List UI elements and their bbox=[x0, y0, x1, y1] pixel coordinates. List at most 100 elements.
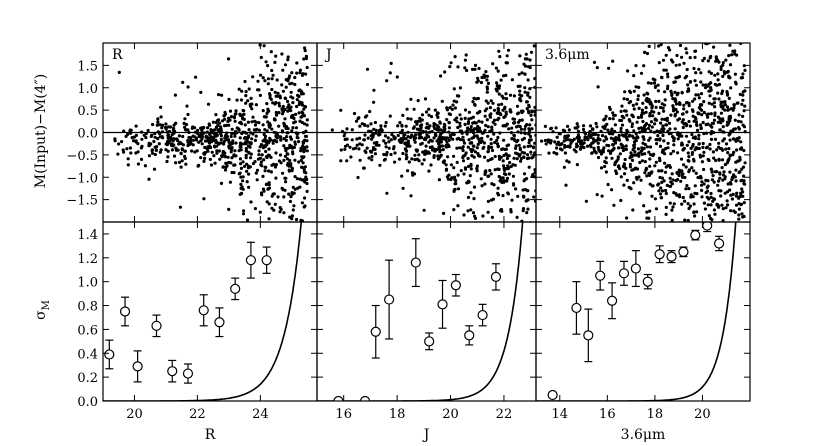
scatter-point bbox=[523, 127, 527, 131]
scatter-point bbox=[523, 86, 527, 90]
scatter-point bbox=[277, 104, 282, 108]
scatter-point bbox=[293, 175, 297, 179]
scatter-point bbox=[242, 164, 247, 168]
x-axis-label: 3.6μm bbox=[621, 427, 666, 443]
errorbar-point bbox=[245, 241, 257, 279]
scatter-point bbox=[497, 103, 501, 107]
scatter-point bbox=[265, 102, 269, 106]
scatter-point bbox=[490, 145, 494, 149]
scatter-point bbox=[290, 71, 294, 75]
scatter-point bbox=[416, 99, 420, 103]
scatter-point bbox=[456, 173, 460, 177]
scatter-point bbox=[664, 146, 668, 151]
scatter-point bbox=[740, 76, 745, 80]
scatter-point bbox=[300, 90, 304, 94]
scatter-point bbox=[469, 208, 473, 212]
scatter-point bbox=[501, 176, 505, 180]
scatter-point bbox=[736, 101, 740, 105]
scatter-point bbox=[498, 209, 503, 213]
scatter-point bbox=[149, 142, 153, 146]
scatter-point bbox=[525, 18, 528, 21]
scatter-point bbox=[497, 174, 501, 179]
scatter-point bbox=[720, 118, 725, 122]
scatter-point bbox=[735, 191, 739, 195]
scatter-point bbox=[390, 132, 394, 137]
scatter-point bbox=[473, 150, 477, 154]
scatter-point bbox=[682, 147, 686, 151]
scatter-point bbox=[296, 136, 300, 140]
scatter-point bbox=[738, 92, 742, 96]
scatter-point bbox=[612, 203, 616, 207]
scatter-point bbox=[634, 85, 638, 89]
scatter-point bbox=[283, 117, 287, 121]
scatter-point bbox=[684, 134, 689, 138]
scatter-point bbox=[717, 116, 722, 120]
scatter-point bbox=[525, 100, 529, 104]
scatter-point bbox=[603, 164, 607, 169]
scatter-point bbox=[639, 178, 643, 182]
scatter-point bbox=[286, 99, 290, 104]
scatter-point bbox=[701, 154, 705, 158]
scatter-point bbox=[527, 111, 531, 115]
scatter-point bbox=[597, 148, 601, 152]
scatter-point bbox=[717, 82, 722, 87]
scatter-point bbox=[495, 138, 499, 142]
scatter-point bbox=[152, 167, 157, 171]
scatter-point bbox=[508, 93, 513, 97]
scatter-point bbox=[443, 70, 447, 74]
scatter-point bbox=[462, 213, 466, 217]
scatter-point bbox=[697, 133, 701, 137]
scatter-point bbox=[452, 154, 456, 158]
scatter-point bbox=[654, 138, 658, 142]
scatter-point bbox=[686, 38, 689, 41]
scatter-point bbox=[741, 114, 745, 118]
scatter-point bbox=[467, 117, 471, 121]
scatter-point bbox=[404, 153, 408, 157]
scatter-point bbox=[426, 150, 430, 154]
scatter-point bbox=[128, 128, 132, 132]
errorbar-point bbox=[359, 395, 371, 401]
scatter-point bbox=[657, 44, 661, 48]
scatter-point bbox=[637, 85, 641, 89]
scatter-point bbox=[277, 101, 281, 105]
scatter-point bbox=[736, 119, 741, 123]
scatter-point bbox=[246, 135, 250, 139]
scatter-point bbox=[362, 138, 366, 142]
scatter-point bbox=[588, 124, 593, 128]
scatter-point bbox=[659, 105, 663, 110]
scatter-point bbox=[290, 30, 293, 33]
scatter-point bbox=[239, 145, 243, 149]
scatter-point bbox=[132, 139, 136, 143]
scatter-point bbox=[281, 110, 285, 114]
scatter-point bbox=[183, 128, 188, 132]
scatter-point bbox=[293, 82, 297, 87]
scatter-point bbox=[707, 197, 711, 201]
scatter-point bbox=[629, 151, 633, 155]
scatter-point bbox=[424, 110, 429, 114]
scatter-point bbox=[533, 151, 536, 155]
scatter-point bbox=[723, 177, 727, 181]
scatter-point bbox=[477, 126, 481, 130]
scatter-point bbox=[680, 143, 685, 147]
scatter-point bbox=[467, 180, 471, 184]
scatter-point bbox=[418, 128, 422, 132]
scatter-point bbox=[266, 120, 270, 124]
scatter-point bbox=[735, 148, 739, 152]
scatter-point bbox=[640, 111, 644, 115]
scatter-point bbox=[193, 150, 197, 154]
scatter-point bbox=[685, 143, 689, 147]
scatter-point bbox=[258, 93, 262, 97]
scatter-point bbox=[463, 58, 467, 62]
scatter-point bbox=[302, 107, 306, 111]
scatter-point bbox=[254, 134, 258, 138]
scatter-point bbox=[645, 51, 650, 56]
scatter-point bbox=[528, 58, 532, 62]
scatter-point bbox=[515, 157, 519, 161]
scatter-point bbox=[388, 71, 392, 75]
scatter-point bbox=[238, 171, 242, 175]
scatter-point bbox=[286, 146, 290, 150]
scatter-point bbox=[684, 187, 688, 191]
scatter-point bbox=[447, 121, 451, 125]
scatter-point bbox=[253, 160, 257, 164]
scatter-point bbox=[472, 225, 475, 228]
